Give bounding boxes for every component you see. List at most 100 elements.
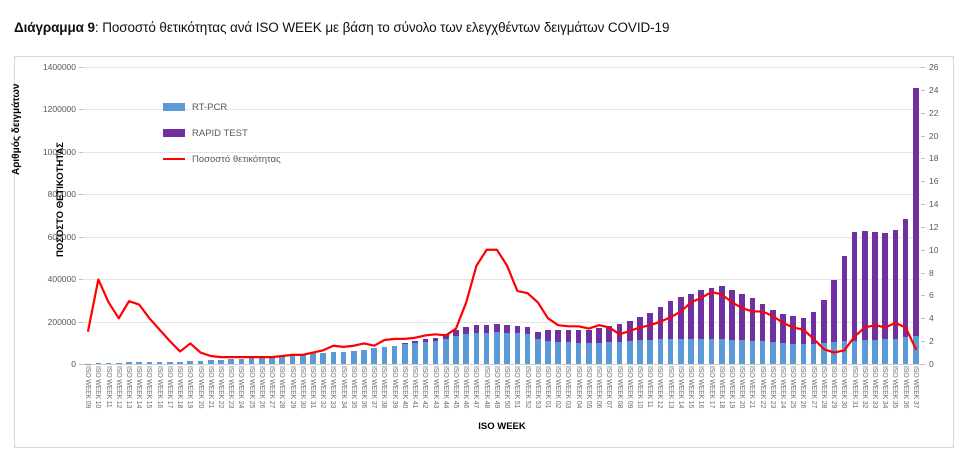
x-axis-tick-label: ISO WEEK 10	[635, 366, 643, 409]
y-axis-right-tickmark	[921, 341, 925, 343]
y-axis-left-tickmark	[79, 279, 83, 281]
x-axis-tick-label: ISO WEEK 37	[370, 366, 378, 409]
bar-segment-rt-pcr	[494, 332, 500, 364]
x-axis-tick-label: ISO WEEK 19	[186, 366, 194, 409]
x-axis-tick-label: ISO WEEK 05	[584, 366, 592, 409]
x-axis-tick-label: ISO WEEK 33	[329, 366, 337, 409]
bar-segment-rapid-test	[524, 327, 531, 335]
bar-column	[463, 326, 470, 364]
x-axis-tick-label: ISO WEEK 03	[564, 366, 572, 409]
bar-column	[565, 330, 572, 364]
bar-segment-rapid-test	[504, 324, 510, 333]
x-axis-tick-label: ISO WEEK 09	[625, 366, 633, 409]
x-axis-tick-label: ISO WEEK 22	[758, 366, 766, 409]
bar-column	[800, 317, 807, 364]
x-axis-tick-label: ISO WEEK 44	[441, 366, 449, 409]
bar-column	[586, 329, 592, 364]
x-axis-tick-label: ISO WEEK 42	[421, 366, 429, 409]
bar-segment-rt-pcr	[667, 338, 674, 364]
x-axis-tick-label: ISO WEEK 14	[676, 366, 684, 409]
bar-column	[105, 362, 112, 364]
bar-column	[391, 345, 398, 364]
bar-column	[197, 360, 204, 364]
x-axis-tick-label: ISO WEEK 31	[308, 366, 316, 409]
x-axis-tick-label: ISO WEEK 29	[830, 366, 838, 409]
bar-segment-rapid-test	[698, 290, 705, 339]
x-axis-tick-label: ISO WEEK 36	[360, 366, 368, 409]
bar-column	[340, 351, 347, 364]
bar-segment-rt-pcr	[790, 343, 797, 364]
bar-segment-rapid-test	[534, 332, 541, 339]
bar-segment-rapid-test	[647, 313, 653, 340]
bar-column	[402, 342, 408, 364]
bar-column	[167, 362, 173, 364]
y-axis-right-tickmark	[921, 295, 925, 297]
x-axis-tick-label: ISO WEEK 37	[911, 366, 919, 409]
y-axis-left-tick: 1000000	[42, 146, 76, 157]
x-axis-tick-label: ISO WEEK 35	[891, 366, 899, 409]
x-axis-tick-label: ISO WEEK 47	[472, 366, 480, 409]
gridline	[83, 109, 921, 111]
bar-segment-rt-pcr	[269, 357, 275, 364]
x-axis-tick-label: ISO WEEK 20	[738, 366, 746, 409]
bar-column	[739, 293, 745, 364]
bar-column	[115, 362, 122, 364]
bar-segment-rt-pcr	[810, 343, 817, 364]
bar-column	[596, 327, 602, 364]
bar-segment-rapid-test	[514, 325, 521, 334]
chart-container: 0 200000 400000 600000 800000 1000000 1200000 1…	[11, 56, 954, 448]
bar-segment-rapid-test	[545, 330, 551, 341]
x-axis-tick-label: ISO WEEK 43	[431, 366, 439, 409]
bar-segment-rapid-test	[770, 309, 776, 342]
bar-segment-rapid-test	[473, 325, 480, 334]
bar-column	[351, 350, 357, 364]
bar-segment-rt-pcr	[718, 339, 725, 364]
x-axis-tick-label: ISO WEEK 25	[247, 366, 255, 409]
bar-segment-rapid-test	[739, 293, 745, 341]
bar-column	[872, 232, 878, 364]
bar-segment-rt-pcr	[167, 362, 173, 364]
bar-segment-rt-pcr	[432, 340, 439, 364]
legend-item[interactable]: RAPID TEST	[163, 127, 281, 139]
bar-column	[228, 359, 234, 364]
bar-column	[310, 353, 316, 364]
bar-column	[361, 349, 367, 364]
bar-segment-rt-pcr	[841, 341, 848, 364]
bar-column	[770, 309, 776, 364]
bar-column	[453, 329, 459, 364]
bar-segment-rapid-test	[882, 232, 889, 339]
bar-column	[882, 232, 889, 364]
bar-segment-rapid-test	[851, 232, 858, 341]
gridline	[83, 194, 921, 196]
bar-column	[575, 330, 582, 364]
legend-item[interactable]: RT-PCR	[163, 101, 281, 113]
bar-segment-rt-pcr	[749, 340, 756, 364]
bar-segment-rt-pcr	[616, 341, 623, 364]
bar-segment-rt-pcr	[882, 338, 889, 364]
x-axis-tick-label: ISO WEEK 34	[339, 366, 347, 409]
gridline	[83, 364, 921, 365]
bar-segment-rt-pcr	[412, 343, 418, 364]
bar-segment-rapid-test	[831, 280, 837, 342]
bar-segment-rt-pcr	[586, 342, 592, 364]
bar-segment-rt-pcr	[575, 342, 582, 364]
bar-segment-rt-pcr	[534, 338, 541, 364]
bar-column	[545, 330, 551, 364]
bar-segment-rt-pcr	[197, 360, 204, 364]
bar-segment-rt-pcr	[657, 338, 664, 364]
y-axis-right-tickmark	[921, 112, 925, 114]
x-axis-tick-label: ISO WEEK 13	[666, 366, 674, 409]
bar-column	[136, 362, 142, 364]
x-axis-tick-label: ISO WEEK 08	[615, 366, 623, 409]
bar-segment-rapid-test	[555, 330, 561, 342]
bar-segment-rt-pcr	[851, 340, 858, 364]
bar-column	[678, 297, 684, 364]
bar-segment-rt-pcr	[146, 362, 153, 364]
x-axis-tick-label: ISO WEEK 12	[656, 366, 664, 409]
bar-segment-rt-pcr	[259, 358, 265, 364]
legend-item[interactable]: Ποσοστό θετικότητας	[163, 153, 281, 165]
bar-segment-rt-pcr	[555, 341, 561, 364]
x-axis-tick-label: ISO WEEK 21	[748, 366, 756, 409]
bar-segment-rt-pcr	[626, 341, 633, 364]
bar-segment-rt-pcr	[606, 342, 613, 364]
